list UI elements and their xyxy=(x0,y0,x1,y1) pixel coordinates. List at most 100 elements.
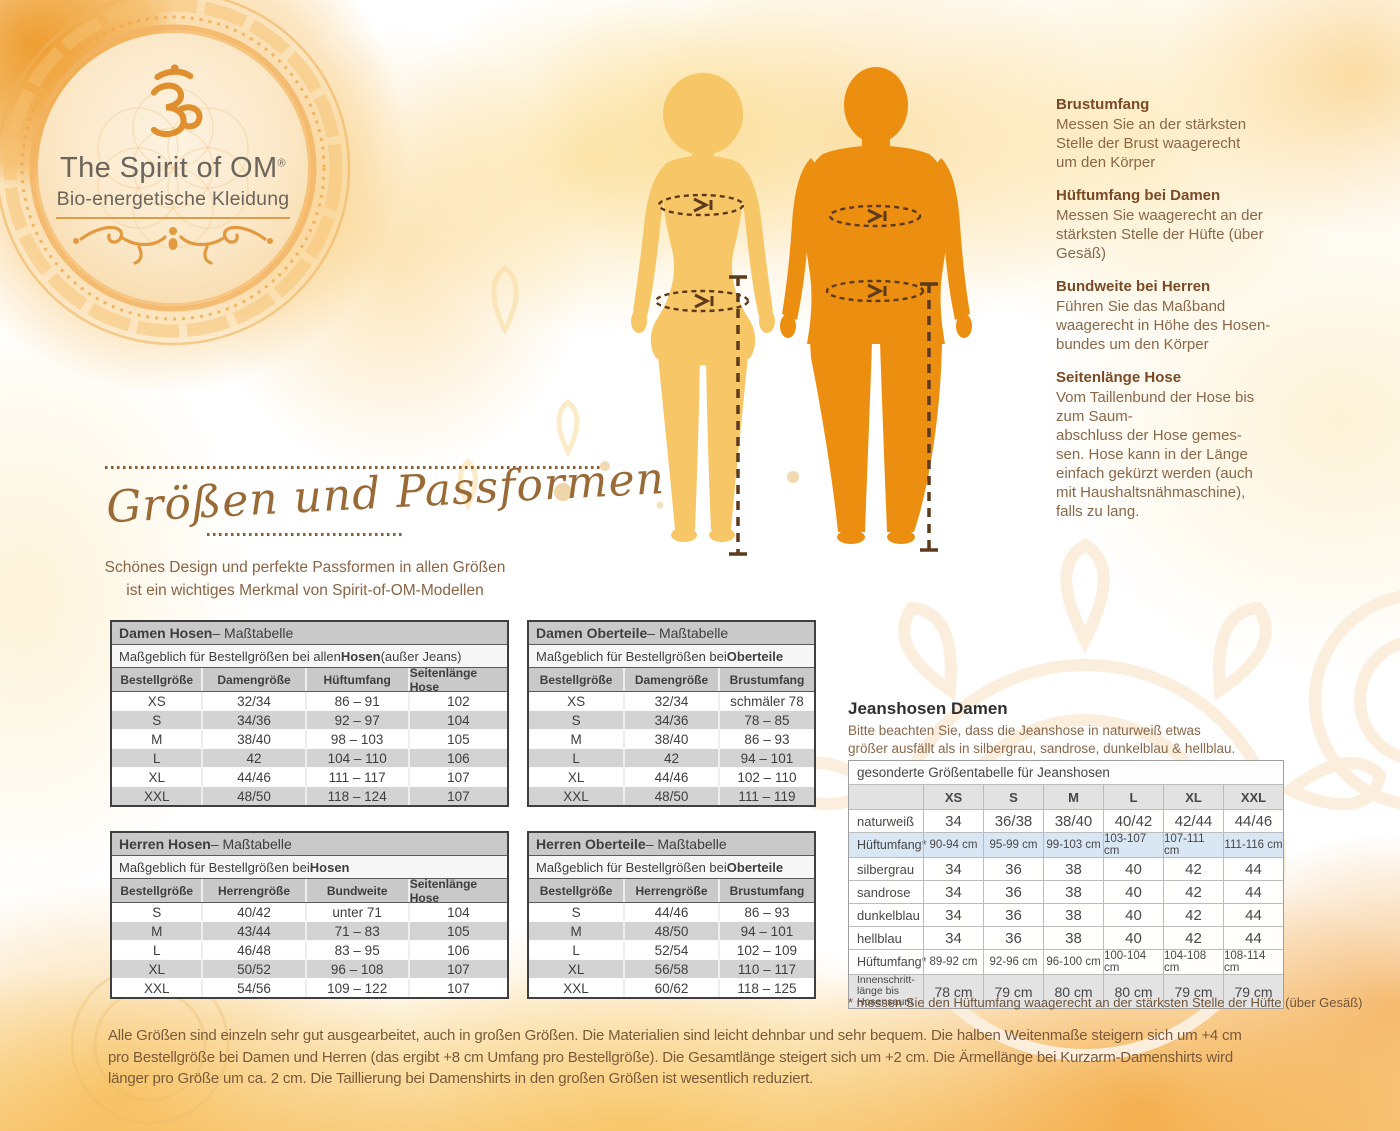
table-row: S 40/42 unter 71 104 xyxy=(112,903,507,921)
row-label: naturweiß xyxy=(857,813,915,829)
logo-subtitle: Bio-energetische Kleidung xyxy=(56,188,290,210)
table-row: S 44/46 86 – 93 xyxy=(529,903,814,921)
table-row: S 34/36 78 – 85 xyxy=(529,710,814,729)
table-cell: 89-92 cm xyxy=(923,950,983,974)
column-header: Seitenlänge Hose xyxy=(407,666,507,694)
jeans-header-empty xyxy=(849,785,923,809)
table-cell: 44/46 xyxy=(623,903,718,921)
size-table-title-bold: Herren Oberteile xyxy=(536,836,646,852)
table-cell: 42 xyxy=(623,749,718,767)
table-cell: 36 xyxy=(983,881,1043,903)
table-cell: XXL xyxy=(563,788,589,804)
table-cell: 90-94 cm xyxy=(923,833,983,857)
size-table-damen_hosen: Damen Hosen – Maßtabelle Maßgeblich für B… xyxy=(110,620,509,807)
table-cell: XL xyxy=(567,961,585,977)
size-table-subtitle: Maßgeblich für Bestellgrößen bei Hosen xyxy=(112,856,507,879)
jeans-header-row: XS S M L XL XXL xyxy=(849,784,1283,809)
table-cell: 32/34 xyxy=(201,692,304,710)
row-label: dunkelblau xyxy=(857,907,920,923)
table-cell: unter 71 xyxy=(304,903,408,921)
jeans-note: Bitte beachten Sie, dass die Jeanshose i… xyxy=(848,723,1236,756)
jeans-section-heading: Jeanshosen Damen xyxy=(848,699,1008,718)
column-header: S xyxy=(983,785,1043,809)
om-icon xyxy=(150,64,203,138)
intro-subtitle: Schönes Design und perfekte Passformen i… xyxy=(85,556,525,602)
row-label: hellblau xyxy=(857,930,902,946)
table-cell: XL xyxy=(567,769,585,785)
table-row: M 48/50 94 – 101 xyxy=(529,921,814,940)
column-header: M xyxy=(1043,785,1103,809)
table-row: silbergrau 34 36 38 40 42 44 xyxy=(849,857,1283,880)
table-cell: 106 xyxy=(407,941,507,959)
table-cell: 92-96 cm xyxy=(983,950,1043,974)
brand-logo: The Spirit of OM® Bio-energetische Kleid… xyxy=(0,0,420,400)
size-table-title-bold: Damen Oberteile xyxy=(536,625,648,641)
table-cell: 86 – 93 xyxy=(717,903,814,921)
table-cell: 106 xyxy=(407,749,507,767)
table-cell: 83 – 95 xyxy=(304,941,408,959)
table-cell: 34 xyxy=(923,904,983,926)
table-cell: 38/40 xyxy=(1043,810,1103,832)
size-table-title-rest: – Maßtabelle xyxy=(212,625,294,641)
table-row: M 38/40 98 – 103 105 xyxy=(112,729,507,748)
table-cell: 38/40 xyxy=(201,730,304,748)
table-cell: 107-111 cm xyxy=(1163,833,1223,857)
table-cell: 36 xyxy=(983,927,1043,949)
size-table-sub-pre: Maßgeblich für Bestellgrößen bei allen xyxy=(119,648,341,664)
guide-section-hueftumfang: Hüftumfang bei Damen Messen Sie waagerec… xyxy=(1056,187,1292,263)
table-cell: 111 – 119 xyxy=(717,787,814,805)
size-table-title: Damen Oberteile – Maßtabelle xyxy=(529,622,814,645)
guide-heading: Brustumfang xyxy=(1056,96,1150,113)
table-cell: 44 xyxy=(1223,904,1283,926)
guide-section-seitenlaenge: Seitenlänge Hose Vom Taillenbund der Hos… xyxy=(1056,369,1292,521)
table-cell: 107 xyxy=(407,787,507,805)
size-table-sub-pre: Maßgeblich für Bestellgrößen bei xyxy=(119,859,310,875)
table-cell: 110 – 117 xyxy=(717,960,814,978)
size-table-title-bold: Herren Hosen xyxy=(119,836,211,852)
table-cell: 40 xyxy=(1103,858,1163,880)
table-cell: 92 – 97 xyxy=(304,711,408,729)
table-cell: 34 xyxy=(923,927,983,949)
table-cell: 105 xyxy=(407,730,507,748)
table-cell: 54/56 xyxy=(201,979,304,997)
table-cell: 34 xyxy=(923,858,983,880)
guide-heading: Hüftumfang bei Damen xyxy=(1056,187,1221,204)
intro-subtitle-line1: Schönes Design und perfekte Passformen i… xyxy=(104,559,506,576)
table-cell: 42 xyxy=(1163,858,1223,880)
table-cell: XS xyxy=(147,693,166,709)
column-header: Damengröße xyxy=(201,668,304,691)
column-header: Bestellgröße xyxy=(120,672,194,687)
table-cell: 44/46 xyxy=(201,768,304,786)
size-table-header-row: Bestellgröße Damengröße Brustumfang xyxy=(529,668,814,692)
table-row: dunkelblau 34 36 38 40 42 44 xyxy=(849,903,1283,926)
table-cell: 48/50 xyxy=(623,922,718,940)
column-header: Brustumfang xyxy=(717,879,814,902)
table-cell: 104 xyxy=(407,711,507,729)
table-row: XXL 60/62 118 – 125 xyxy=(529,978,814,997)
table-cell: 107 xyxy=(407,979,507,997)
table-cell: 105 xyxy=(407,922,507,940)
column-header: XL xyxy=(1163,785,1223,809)
table-cell: 42 xyxy=(1163,881,1223,903)
row-label: silbergrau xyxy=(857,861,915,877)
guide-body: Führen Sie das Maßband waagerecht in Höh… xyxy=(1056,298,1271,353)
table-cell: 100-104 cm xyxy=(1103,950,1163,974)
measurement-guide: Brustumfang Messen Sie an der stärksten … xyxy=(1056,96,1292,536)
table-cell: 111 – 117 xyxy=(304,768,408,786)
table-row: XL 50/52 96 – 108 107 xyxy=(112,959,507,978)
table-cell: 60/62 xyxy=(623,979,718,997)
table-cell: 71 – 83 xyxy=(304,922,408,940)
table-cell: 36 xyxy=(983,858,1043,880)
table-cell: 38/40 xyxy=(623,730,718,748)
size-table-sub-pre: Maßgeblich für Bestellgrößen bei xyxy=(536,648,727,664)
guide-body: Vom Taillenbund der Hose bis zum Saum- a… xyxy=(1056,389,1255,520)
table-cell: 42/44 xyxy=(1163,810,1223,832)
guide-heading: Bundweite bei Herren xyxy=(1056,278,1211,295)
table-cell: 48/50 xyxy=(201,787,304,805)
table-row: XS 32/34 schmäler 78 xyxy=(529,692,814,710)
size-table-sub-bold: Oberteile xyxy=(726,648,784,664)
column-header: Bundweite xyxy=(304,879,408,902)
table-cell: M xyxy=(151,923,163,939)
jeans-footnote: * messen Sie den Hüftumfang waagerecht a… xyxy=(848,995,1363,1010)
table-cell: 104-108 cm xyxy=(1163,950,1223,974)
